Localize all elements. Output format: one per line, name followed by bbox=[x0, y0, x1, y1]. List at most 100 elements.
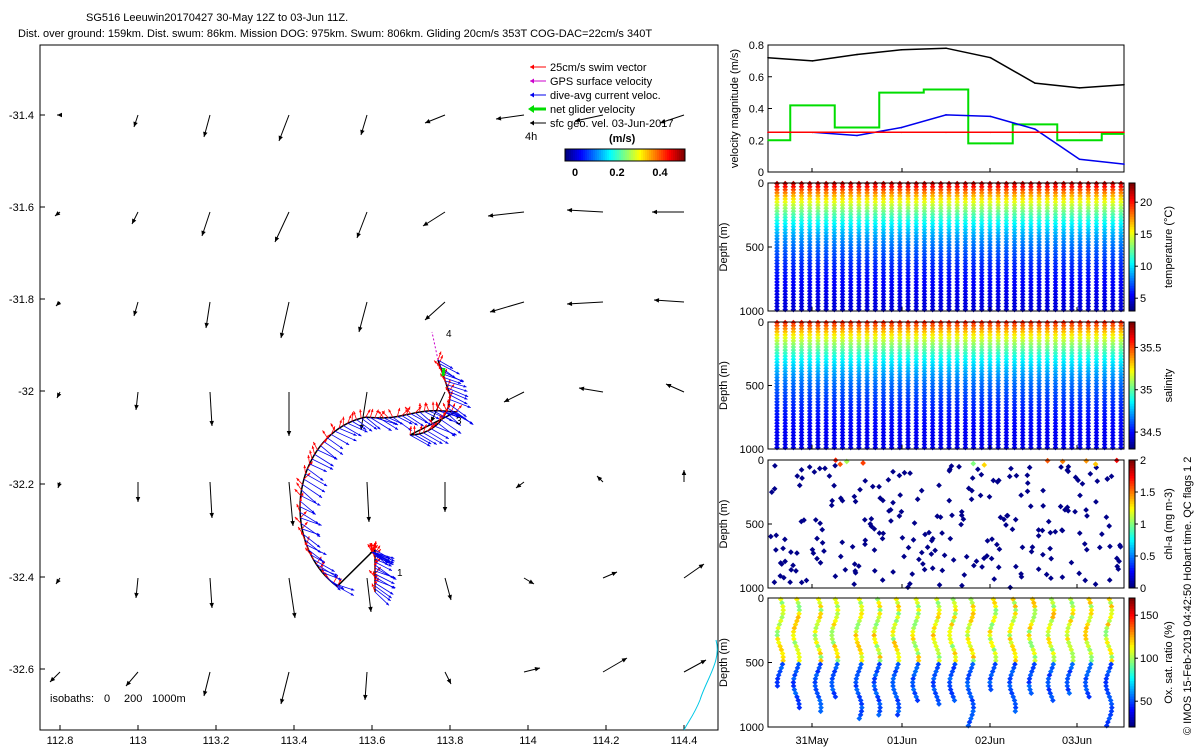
profile-point bbox=[774, 186, 780, 193]
sfc-arrow-head bbox=[504, 397, 510, 402]
profile-point bbox=[790, 411, 797, 417]
profile-point bbox=[970, 279, 977, 285]
profile-point bbox=[954, 251, 961, 258]
track-label-4: 4 bbox=[446, 329, 452, 340]
profile-point bbox=[798, 423, 805, 430]
profile-point bbox=[872, 196, 879, 202]
map-x-tick-label: 113.8 bbox=[437, 735, 464, 747]
profile-point bbox=[782, 294, 789, 301]
profile-point bbox=[798, 251, 805, 258]
profile-point bbox=[880, 211, 887, 218]
dac-arrow bbox=[372, 551, 395, 562]
profile-point bbox=[823, 217, 829, 224]
profile-point bbox=[1036, 196, 1042, 202]
profile-point bbox=[1118, 211, 1124, 218]
profile-point bbox=[856, 272, 862, 279]
profile-point bbox=[905, 183, 911, 190]
profile-point bbox=[1118, 269, 1124, 276]
profile-point bbox=[1052, 276, 1059, 282]
velocity-point bbox=[900, 48, 903, 51]
profile-point bbox=[954, 183, 961, 190]
profile-point bbox=[782, 438, 789, 445]
profile-point bbox=[1093, 199, 1100, 205]
profile-point bbox=[1044, 193, 1051, 199]
profile-point bbox=[790, 239, 797, 245]
map-x-tick-label: 112.8 bbox=[47, 735, 74, 747]
sfc-arrow bbox=[209, 577, 213, 609]
profile-point bbox=[1036, 211, 1042, 218]
profile-point bbox=[790, 319, 797, 326]
profile-point bbox=[815, 220, 821, 227]
profile-point bbox=[847, 291, 854, 298]
profile-point bbox=[888, 260, 895, 267]
profile-point bbox=[1044, 208, 1051, 215]
profile-point bbox=[856, 229, 862, 236]
profile-point bbox=[1052, 190, 1059, 196]
profile-point bbox=[790, 279, 797, 285]
swim-arrow-head bbox=[431, 401, 435, 405]
profile-point bbox=[1077, 217, 1083, 224]
profile-point bbox=[962, 208, 969, 215]
dac-arrow-head bbox=[339, 451, 344, 455]
profile-point bbox=[1069, 199, 1075, 205]
profile-point bbox=[872, 282, 879, 288]
profile-point bbox=[856, 233, 862, 239]
profile-point bbox=[1060, 291, 1067, 298]
profile-point bbox=[897, 205, 903, 212]
profile-point bbox=[839, 300, 846, 307]
map-colorbar-label: (m/s) bbox=[609, 133, 636, 145]
profile-point bbox=[937, 251, 944, 258]
profile-point bbox=[806, 383, 813, 390]
profile-point bbox=[872, 226, 879, 233]
profile-point bbox=[962, 285, 969, 291]
profile-point bbox=[897, 263, 903, 270]
sfc-arrow-head bbox=[286, 431, 292, 436]
profile-point bbox=[774, 294, 780, 301]
profile-point bbox=[798, 288, 805, 294]
profile-point bbox=[880, 205, 887, 212]
profile-point bbox=[921, 180, 928, 187]
profile-point bbox=[946, 288, 952, 294]
profile-point bbox=[1069, 202, 1075, 208]
profile-point bbox=[782, 405, 789, 411]
profile-point bbox=[962, 220, 969, 227]
profile-colorbar-cell bbox=[1129, 264, 1135, 268]
swim-arrow-head bbox=[446, 399, 450, 403]
swim-arrow-head bbox=[367, 409, 371, 413]
swim-arrow-head bbox=[332, 426, 335, 430]
profile-point bbox=[1069, 180, 1075, 187]
profile-point bbox=[1101, 269, 1108, 276]
profile-point bbox=[995, 294, 1001, 301]
profile-point bbox=[815, 282, 821, 288]
profile-point bbox=[864, 269, 870, 276]
profile-point bbox=[790, 211, 797, 218]
profile-point bbox=[864, 282, 870, 288]
profile-point bbox=[913, 276, 920, 282]
profile-point bbox=[962, 193, 969, 199]
profile-point bbox=[864, 300, 870, 307]
profile-point bbox=[937, 233, 944, 239]
map-colorbar-cell bbox=[675, 149, 678, 161]
profile-point bbox=[831, 180, 838, 187]
profile-point bbox=[806, 300, 813, 307]
profile-colorbar-cell bbox=[1129, 203, 1135, 207]
profile-point bbox=[815, 414, 821, 420]
profile-point bbox=[1044, 202, 1051, 208]
sfc-arrow-head bbox=[516, 483, 522, 488]
profile-point bbox=[1093, 251, 1100, 258]
profile-point bbox=[970, 233, 977, 239]
profile-point bbox=[929, 193, 936, 199]
profile-point bbox=[815, 297, 821, 304]
profile-point bbox=[970, 208, 977, 215]
profile-point bbox=[905, 226, 911, 233]
sfc-arrow-head bbox=[528, 579, 534, 584]
profile-point bbox=[856, 260, 862, 267]
profile-point bbox=[1118, 272, 1124, 279]
profile-point bbox=[1028, 199, 1034, 205]
profile-point bbox=[790, 257, 797, 264]
profile-point bbox=[782, 383, 789, 390]
profile-point bbox=[913, 248, 920, 255]
profile-point bbox=[774, 365, 780, 372]
profile-point bbox=[880, 266, 887, 273]
profile-point bbox=[1028, 229, 1034, 236]
